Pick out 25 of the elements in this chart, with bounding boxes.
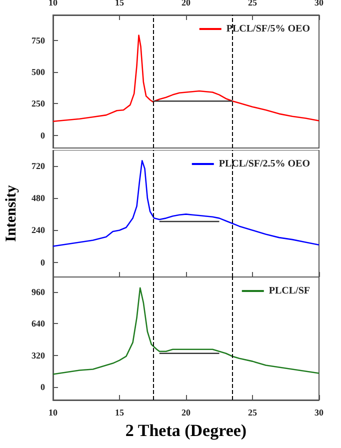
x-tick-label: 20 bbox=[182, 408, 191, 418]
legend-label: PLCL/SF bbox=[268, 286, 310, 296]
y-tick-label: 480 bbox=[32, 193, 46, 204]
x-tick-label: 10 bbox=[48, 408, 58, 418]
y-tick-label: 320 bbox=[32, 350, 46, 360]
y-axis-title: Intensity bbox=[4, 184, 20, 242]
x-tick-label: 30 bbox=[314, 408, 324, 418]
x-axis-title: 2 Theta (Degree) bbox=[125, 421, 247, 440]
x-tick-label: 25 bbox=[248, 408, 258, 418]
line-series bbox=[52, 34, 320, 122]
x-tick-label: 15 bbox=[115, 408, 124, 418]
line-series bbox=[52, 287, 320, 375]
y-tick-label: 240 bbox=[32, 225, 46, 236]
y-tick-label: 750 bbox=[32, 35, 46, 46]
y-tick-label: 250 bbox=[32, 98, 46, 109]
y-tick-label: 500 bbox=[32, 67, 46, 77]
y-tick-label: 640 bbox=[32, 318, 46, 329]
legend-label: PLCL/SF/5% OEO bbox=[226, 24, 310, 34]
y-tick-label: 0 bbox=[40, 130, 46, 140]
y-tick-label: 0 bbox=[40, 382, 46, 392]
y-tick-label: 720 bbox=[32, 161, 46, 172]
y-tick-label: 960 bbox=[32, 286, 46, 297]
line-series bbox=[52, 160, 320, 247]
legend-label: PLCL/SF/2.5% OEO bbox=[218, 158, 310, 170]
y-tick-label: 0 bbox=[40, 257, 46, 268]
